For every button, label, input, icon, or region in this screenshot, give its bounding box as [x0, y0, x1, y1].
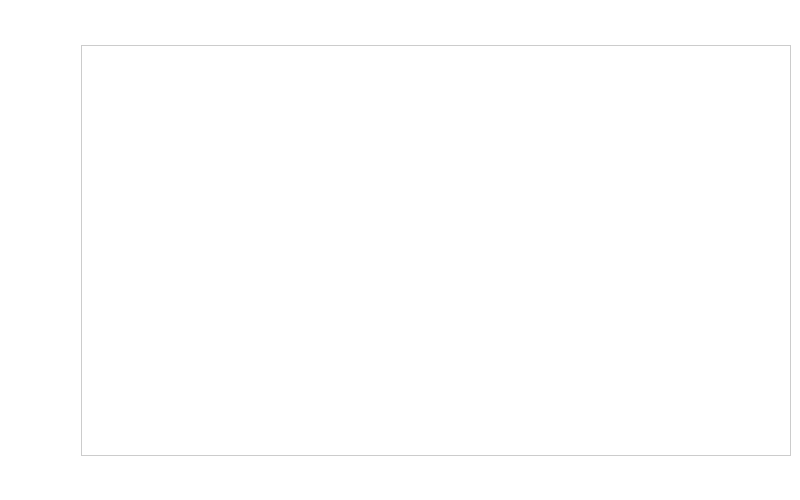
plot-border	[81, 45, 791, 456]
plot-area	[82, 46, 790, 455]
